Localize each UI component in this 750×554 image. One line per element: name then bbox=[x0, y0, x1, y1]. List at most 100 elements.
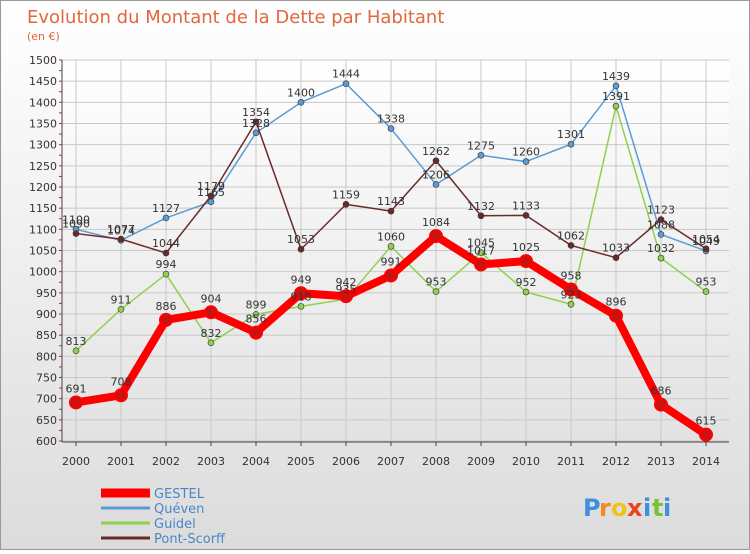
data-label: 691 bbox=[66, 382, 87, 395]
data-point bbox=[477, 212, 485, 220]
data-label: 708 bbox=[111, 375, 132, 388]
data-label: 991 bbox=[381, 255, 402, 268]
data-label: 1088 bbox=[647, 218, 675, 231]
legend-label: Quéven bbox=[154, 502, 204, 517]
data-labels-layer: 1100 1074 1127 1165 1328 1400 1444 1338 1206 1275… bbox=[62, 68, 720, 428]
data-point bbox=[477, 151, 485, 159]
series-layer bbox=[69, 80, 713, 442]
data-point bbox=[432, 288, 440, 295]
data-point bbox=[477, 249, 485, 256]
y-tick-label: 1450 bbox=[29, 75, 57, 88]
data-label: 1049 bbox=[692, 235, 720, 248]
data-label: 1262 bbox=[422, 145, 450, 158]
data-point bbox=[387, 242, 395, 250]
data-label: 1275 bbox=[467, 139, 495, 152]
data-point bbox=[609, 308, 623, 323]
data-label: 1032 bbox=[647, 242, 675, 255]
y-tick-label: 1000 bbox=[29, 266, 57, 279]
data-point bbox=[474, 257, 488, 272]
x-tick-label: 2004 bbox=[242, 455, 270, 468]
logo-letter: o bbox=[611, 494, 628, 522]
data-label: 1044 bbox=[152, 237, 180, 250]
data-label: 1260 bbox=[512, 146, 540, 159]
data-label: 918 bbox=[291, 290, 312, 303]
data-label: 896 bbox=[606, 296, 627, 309]
legend-label: Guidel bbox=[154, 517, 196, 532]
logo-letter: x bbox=[627, 494, 643, 522]
data-label: 935 bbox=[336, 283, 357, 296]
data-point bbox=[162, 214, 170, 222]
x-tick-label: 2005 bbox=[287, 455, 315, 468]
data-point bbox=[249, 325, 263, 340]
x-tick-label: 2002 bbox=[152, 455, 180, 468]
data-point bbox=[432, 181, 440, 188]
data-label: 1143 bbox=[377, 195, 405, 208]
y-tick-label: 1250 bbox=[29, 160, 57, 173]
data-label: 1400 bbox=[287, 86, 315, 99]
data-point bbox=[252, 311, 260, 318]
data-point bbox=[69, 395, 83, 410]
data-point bbox=[159, 312, 173, 327]
data-point bbox=[567, 140, 575, 148]
data-label: 1074 bbox=[107, 224, 135, 237]
data-label: 1179 bbox=[197, 180, 225, 193]
data-label: 615 bbox=[696, 415, 717, 428]
data-point bbox=[699, 427, 713, 442]
y-tick-label: 950 bbox=[36, 287, 57, 300]
data-point bbox=[72, 347, 80, 355]
logo-letter: r bbox=[599, 494, 611, 522]
data-point bbox=[207, 339, 215, 347]
data-label: 1090 bbox=[62, 218, 90, 231]
data-point bbox=[522, 158, 530, 165]
data-point bbox=[657, 231, 665, 238]
data-point bbox=[252, 118, 260, 126]
y-tick-label: 1300 bbox=[29, 139, 57, 152]
y-tick-label: 1050 bbox=[29, 245, 57, 258]
y-tick-label: 1200 bbox=[29, 181, 57, 194]
data-point bbox=[384, 268, 398, 283]
data-point bbox=[432, 157, 440, 165]
data-label: 949 bbox=[291, 273, 312, 286]
y-tick-label: 1100 bbox=[29, 223, 57, 236]
data-point bbox=[387, 207, 395, 215]
data-label: 1060 bbox=[377, 230, 405, 243]
data-label: 1132 bbox=[467, 200, 495, 213]
data-point bbox=[657, 216, 665, 223]
data-label: 942 bbox=[336, 276, 357, 289]
data-point bbox=[564, 282, 578, 297]
y-tick-label: 900 bbox=[36, 308, 57, 321]
data-point bbox=[297, 303, 305, 310]
x-axis: 2000 2001 2002 2003 2004 2005 2006 2007 2008 2009… bbox=[62, 441, 729, 468]
data-label: 1328 bbox=[242, 117, 270, 130]
data-label: 1444 bbox=[332, 68, 360, 81]
x-tick-label: 2001 bbox=[107, 455, 135, 468]
x-tick-label: 2014 bbox=[692, 455, 720, 468]
legend-label: GESTEL bbox=[154, 487, 205, 502]
data-point bbox=[339, 289, 353, 304]
legend-label: Pont-Scorff bbox=[154, 532, 226, 547]
x-tick-label: 2008 bbox=[422, 455, 450, 468]
data-point bbox=[117, 235, 125, 243]
data-point bbox=[522, 212, 530, 219]
chart-title: Evolution du Montant de la Dette par Hab… bbox=[27, 7, 444, 28]
data-point bbox=[72, 230, 80, 237]
data-point bbox=[612, 254, 620, 261]
data-point bbox=[297, 99, 305, 106]
data-point bbox=[207, 192, 215, 200]
data-point bbox=[519, 254, 533, 269]
y-tick-label: 850 bbox=[36, 329, 57, 342]
data-label: 856 bbox=[246, 313, 267, 326]
data-label: 1127 bbox=[152, 202, 180, 215]
data-label: 994 bbox=[156, 258, 177, 271]
data-label: 1025 bbox=[512, 241, 540, 254]
chart-subtitle: (en €) bbox=[27, 30, 60, 43]
data-label: 904 bbox=[201, 292, 222, 305]
logo-letter: t bbox=[652, 494, 663, 522]
data-label: 958 bbox=[561, 269, 582, 282]
data-label: 1053 bbox=[287, 233, 315, 246]
data-point bbox=[657, 254, 665, 262]
data-point bbox=[654, 397, 668, 412]
data-label: 886 bbox=[156, 300, 177, 313]
